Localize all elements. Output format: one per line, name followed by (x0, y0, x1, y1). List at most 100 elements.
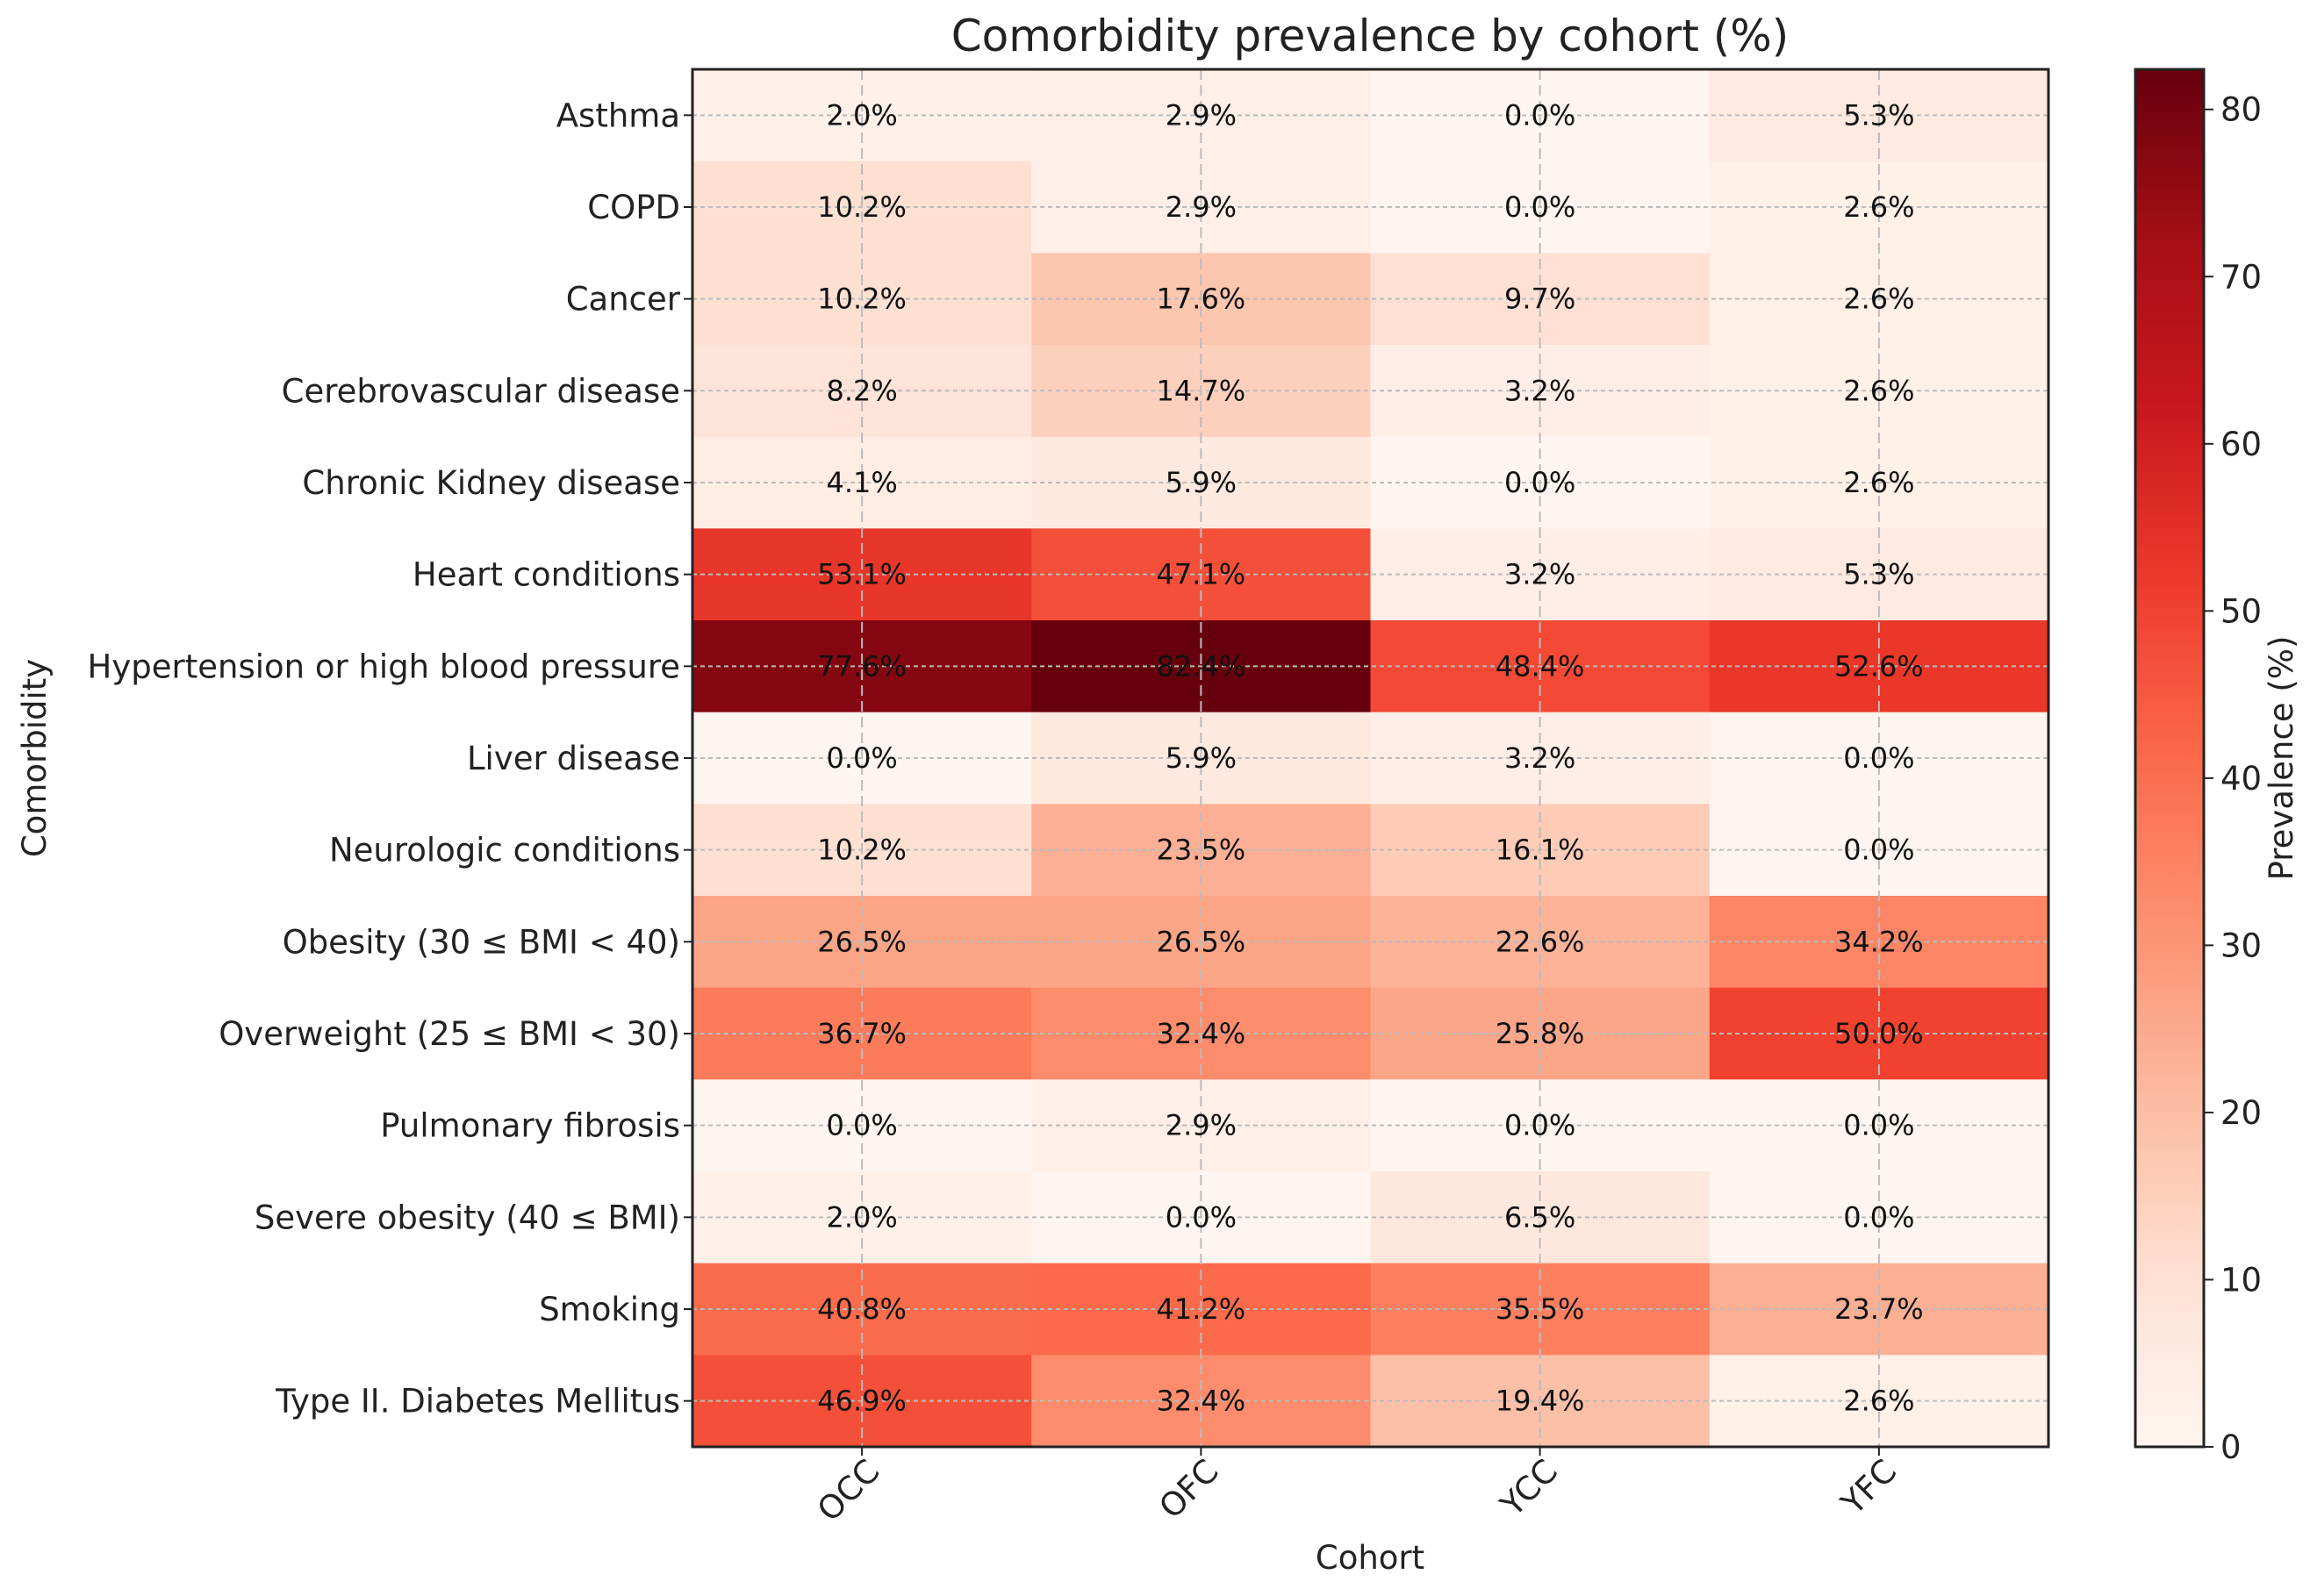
cell-value-label: 5.9% (1166, 741, 1237, 775)
cell-value-label: 46.9% (817, 1385, 907, 1418)
cell-value-label: 2.6% (1843, 374, 1914, 407)
y-tick-label: Liver disease (467, 740, 680, 777)
y-tick-label: Heart conditions (412, 556, 680, 594)
y-axis-label: Comorbidity (16, 659, 54, 857)
colorbar-tick-label: 70 (2220, 258, 2262, 296)
colorbar-tick-label: 10 (2220, 1261, 2262, 1299)
cell-value-label: 0.0% (1504, 190, 1575, 224)
y-tick-label: Pulmonary fibrosis (380, 1107, 680, 1145)
cell-value-label: 0.0% (826, 1109, 897, 1142)
cell-value-label: 3.2% (1504, 558, 1575, 591)
cell-value-label: 5.3% (1843, 558, 1914, 591)
cell-value-label: 32.4% (1157, 1385, 1246, 1418)
y-tick-label: Type II. Diabetes Mellitus (275, 1383, 680, 1421)
colorbar-tick-label: 30 (2220, 927, 2262, 964)
x-tick-label: OCC (810, 1452, 887, 1529)
cell-value-label: 2.9% (1166, 98, 1237, 132)
y-tick-label: Hypertension or high blood pressure (88, 648, 680, 685)
cell-value-label: 19.4% (1496, 1385, 1585, 1418)
cell-value-label: 9.7% (1504, 283, 1575, 316)
x-tick-label: YFC (1833, 1452, 1904, 1522)
colorbar-tick-label: 0 (2220, 1428, 2242, 1466)
cell-value-label: 3.2% (1504, 741, 1575, 775)
cell-value-label: 35.5% (1496, 1292, 1585, 1326)
cell-value-label: 23.7% (1834, 1292, 1924, 1326)
cell-value-label: 36.7% (817, 1017, 907, 1050)
y-tick-label: Cerebrovascular disease (282, 372, 680, 410)
cell-value-label: 0.0% (1843, 1109, 1914, 1142)
cell-value-label: 2.0% (826, 1200, 897, 1234)
cell-value-label: 0.0% (1843, 1200, 1914, 1234)
y-tick-label: Asthma (556, 97, 680, 134)
cell-value-label: 0.0% (1843, 834, 1914, 867)
cell-value-label: 8.2% (826, 374, 897, 407)
cell-value-label: 25.8% (1496, 1017, 1585, 1050)
cell-value-label: 23.5% (1157, 834, 1246, 867)
cell-value-label: 2.6% (1843, 190, 1914, 224)
y-tick-label: Smoking (539, 1291, 680, 1328)
cell-value-label: 41.2% (1157, 1292, 1246, 1326)
colorbar-tick-label: 40 (2220, 760, 2262, 798)
y-tick-label: Overweight (25 ≤ BMI < 30) (219, 1015, 680, 1053)
cell-value-label: 10.2% (817, 190, 907, 224)
plot-frame (691, 68, 2050, 1449)
cell-value-label: 6.5% (1504, 1200, 1575, 1234)
y-tick-label: COPD (587, 189, 680, 226)
y-tick-label: Chronic Kidney disease (302, 464, 680, 502)
colorbar-tick-label: 50 (2220, 592, 2262, 630)
cell-value-label: 0.0% (1504, 98, 1575, 132)
cell-labels: 2.0% 2.9% 0.0% 5.3% 10.2% 2.9% 0.0% 2.6% 10.2% 17… (817, 98, 1923, 1417)
cell-value-label: 2.6% (1843, 466, 1914, 499)
cell-value-label: 0.0% (1166, 1200, 1237, 1234)
colorbar-ticks: 0 10 20 30 40 50 60 70 80 (2204, 91, 2262, 1466)
cell-value-label: 48.4% (1496, 649, 1585, 683)
cell-value-label: 26.5% (817, 925, 907, 958)
cell-value-label: 0.0% (1504, 1109, 1575, 1142)
cell-value-label: 5.3% (1843, 98, 1914, 132)
cell-value-label: 2.9% (1166, 1109, 1237, 1142)
cell-value-label: 10.2% (817, 283, 907, 316)
y-tick-label: Neurologic conditions (329, 832, 680, 870)
cell-value-label: 40.8% (817, 1292, 907, 1326)
cell-value-label: 16.1% (1496, 834, 1585, 867)
x-axis-label: Cohort (1316, 1539, 1424, 1577)
cell-value-label: 52.6% (1834, 649, 1924, 683)
colorbar-tick-label: 60 (2220, 426, 2262, 463)
cell-value-label: 26.5% (1157, 925, 1246, 958)
cell-value-label: 2.9% (1166, 190, 1237, 224)
cell-value-label: 17.6% (1157, 283, 1246, 316)
cell-value-label: 34.2% (1834, 925, 1924, 958)
cell-value-label: 53.1% (817, 558, 907, 591)
cell-value-label: 2.0% (826, 98, 897, 132)
x-tick-labels: OCC OFC YCC YFC (810, 1447, 1904, 1528)
y-tick-label: Cancer (566, 281, 681, 318)
cell-value-label: 22.6% (1496, 925, 1585, 958)
x-tick-label: YCC (1493, 1452, 1565, 1524)
cell-value-label: 82.4% (1157, 649, 1246, 683)
cell-value-label: 10.2% (817, 834, 907, 867)
cell-value-label: 2.6% (1843, 283, 1914, 316)
colorbar-tick-label: 20 (2220, 1094, 2262, 1132)
colorbar-tick-label: 80 (2220, 91, 2262, 129)
cell-value-label: 0.0% (826, 741, 897, 775)
x-tick-label: OFC (1151, 1452, 1225, 1526)
cell-value-label: 4.1% (826, 466, 897, 499)
cell-value-label: 0.0% (1504, 466, 1575, 499)
cell-value-label: 77.6% (817, 649, 907, 683)
cell-value-label: 47.1% (1157, 558, 1246, 591)
cell-value-label: 32.4% (1157, 1017, 1246, 1050)
y-tick-labels: Asthma COPD Cancer Cerebrovascular disease C… (88, 97, 692, 1421)
cell-value-label: 0.0% (1843, 741, 1914, 775)
colorbar-label: Prevalence (%) (2263, 636, 2300, 881)
y-tick-label: Obesity (30 ≤ BMI < 40) (283, 923, 680, 961)
cell-value-label: 5.9% (1166, 466, 1237, 499)
chart-title: Comorbidity prevalence by cohort (%) (951, 11, 1790, 61)
cell-value-label: 2.6% (1843, 1385, 1914, 1418)
cell-value-label: 3.2% (1504, 374, 1575, 407)
cell-value-label: 14.7% (1157, 374, 1246, 407)
colorbar (2134, 68, 2206, 1449)
gridlines (692, 69, 2048, 1447)
y-tick-label: Severe obesity (40 ≤ BMI) (255, 1199, 680, 1236)
cell-value-label: 50.0% (1834, 1017, 1924, 1050)
